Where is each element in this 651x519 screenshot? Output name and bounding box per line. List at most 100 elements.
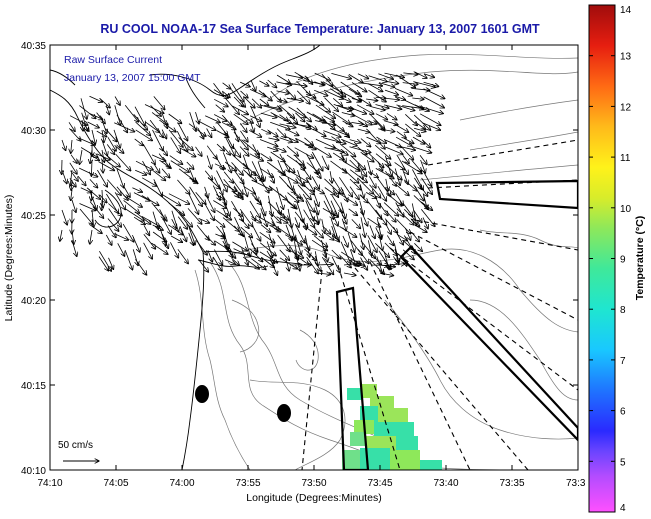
- current-arrow: [315, 120, 335, 126]
- current-arrow: [133, 114, 148, 130]
- current-arrow: [286, 112, 298, 124]
- current-arrow: [403, 235, 415, 253]
- current-arrow: [359, 98, 371, 106]
- current-arrow: [378, 232, 383, 250]
- current-arrow: [160, 193, 181, 206]
- current-arrow: [99, 194, 108, 203]
- current-arrow: [311, 239, 328, 250]
- current-arrow: [221, 90, 230, 98]
- current-arrow: [423, 81, 439, 86]
- current-arrow: [395, 145, 415, 150]
- current-arrow: [114, 233, 128, 241]
- current-arrow: [368, 75, 388, 82]
- current-arrow: [270, 90, 282, 102]
- current-arrow: [384, 89, 399, 95]
- current-arrow: [285, 257, 290, 271]
- current-arrow: [251, 258, 266, 270]
- current-arrow: [142, 143, 155, 165]
- current-arrow: [223, 184, 236, 191]
- current-arrow: [81, 120, 89, 131]
- current-arrow: [295, 224, 305, 243]
- current-arrow: [125, 208, 144, 221]
- current-arrow: [69, 162, 77, 174]
- current-arrow: [379, 265, 396, 267]
- current-arrow: [351, 82, 367, 92]
- current-arrow: [249, 248, 263, 261]
- current-arrow: [269, 107, 282, 109]
- current-arrow: [359, 184, 364, 198]
- current-arrow: [410, 219, 420, 226]
- current-arrow: [315, 147, 332, 158]
- current-arrow: [115, 154, 131, 171]
- current-arrow: [347, 232, 354, 253]
- current-arrow: [195, 146, 203, 157]
- current-arrow: [304, 137, 313, 146]
- current-arrow: [374, 195, 380, 208]
- current-arrow: [340, 81, 360, 94]
- current-arrow: [412, 98, 424, 99]
- current-arrow: [312, 96, 331, 112]
- scale-label: 50 cm/s: [58, 440, 93, 451]
- current-arrow: [340, 256, 351, 268]
- current-arrow: [403, 179, 417, 191]
- current-arrow: [60, 229, 62, 241]
- current-arrow: [385, 146, 404, 154]
- current-arrow: [402, 147, 413, 160]
- current-arrow: [134, 211, 151, 225]
- current-arrow: [251, 187, 258, 201]
- current-arrow: [106, 105, 109, 115]
- current-arrow: [332, 111, 350, 124]
- current-arrow: [142, 160, 151, 175]
- colorbar-tick-label: 10: [620, 204, 632, 215]
- current-arrow: [332, 177, 344, 195]
- current-arrow: [311, 256, 321, 271]
- current-arrow: [159, 209, 165, 219]
- current-arrow: [420, 208, 435, 226]
- current-arrow: [351, 113, 373, 125]
- y-tick-marks: [50, 44, 578, 471]
- current-arrow: [269, 224, 281, 232]
- current-arrow: [233, 113, 248, 124]
- current-arrow: [385, 209, 396, 222]
- current-arrow: [414, 224, 427, 232]
- current-arrow: [159, 119, 176, 132]
- current-arrow: [357, 177, 374, 194]
- current-arrow: [392, 256, 399, 264]
- current-arrow: [258, 90, 272, 101]
- current-arrow: [134, 138, 144, 146]
- current-arrow: [414, 71, 427, 78]
- current-arrow: [153, 96, 165, 109]
- x-tick-label: 74:10: [37, 478, 62, 489]
- current-arrow: [369, 184, 381, 198]
- current-arrow: [232, 192, 243, 197]
- current-arrow: [267, 169, 275, 183]
- current-arrow: [99, 250, 111, 271]
- current-arrow: [186, 161, 194, 169]
- current-arrow: [423, 88, 445, 99]
- current-arrow: [376, 136, 387, 143]
- current-arrow: [135, 121, 151, 136]
- current-arrow: [421, 177, 433, 195]
- current-arrow: [214, 240, 231, 252]
- current-arrow: [284, 162, 295, 173]
- current-arrow: [214, 98, 228, 106]
- current-arrow: [341, 112, 355, 116]
- current-arrow: [231, 83, 244, 102]
- current-arrow: [261, 257, 275, 268]
- current-arrow: [303, 184, 315, 195]
- current-arrow: [79, 149, 82, 165]
- current-arrow: [249, 120, 254, 133]
- current-arrow: [268, 210, 281, 223]
- current-arrow: [71, 199, 76, 213]
- current-arrow: [321, 240, 326, 257]
- current-arrow: [240, 90, 249, 98]
- current-arrow: [70, 169, 72, 186]
- current-arrow: [252, 225, 260, 241]
- current-arrow: [377, 186, 387, 201]
- current-arrow: [286, 185, 301, 198]
- current-arrow: [101, 119, 107, 134]
- current-arrow: [341, 138, 357, 146]
- current-arrow: [276, 128, 286, 138]
- current-arrow: [107, 136, 116, 151]
- current-arrow: [170, 160, 190, 173]
